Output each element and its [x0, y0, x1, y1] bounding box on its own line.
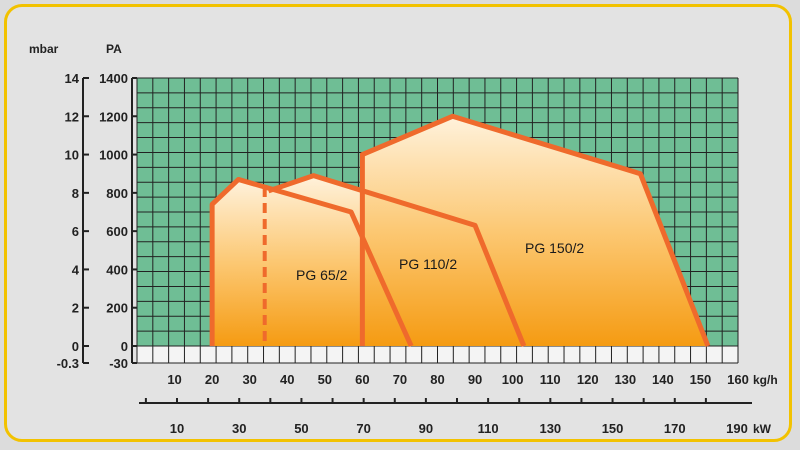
- y-tick-label-mbar: 10: [65, 148, 79, 163]
- y-tick-label-mbar: 2: [72, 301, 79, 316]
- x-tick-label-kw: 50: [294, 421, 308, 436]
- x-tick-label-kgh: 10: [167, 372, 181, 387]
- y-tick-label-pa: 600: [106, 224, 128, 239]
- x-tick-label-kgh: 60: [355, 372, 369, 387]
- y-tick-label-pa: 1400: [99, 71, 128, 86]
- x-tick-label-kgh: 140: [652, 372, 674, 387]
- y-tick-label-pa: 200: [106, 301, 128, 316]
- x-tick-label-kw: 150: [602, 421, 624, 436]
- x-tick-label-kgh: 120: [577, 372, 599, 387]
- x-tick-label-kgh: 30: [242, 372, 256, 387]
- x-tick-label-kgh: 20: [205, 372, 219, 387]
- x-tick-label-kgh: 110: [540, 372, 561, 387]
- x-tick-label-kgh: 160: [727, 372, 749, 387]
- y-tick-label-pa: 1000: [99, 148, 128, 163]
- x-tick-label-kw: 30: [232, 421, 246, 436]
- y-axis-mbar-unit: mbar: [29, 42, 59, 56]
- region-outline-0: [209, 176, 414, 348]
- x-tick-label-kw: 70: [356, 421, 370, 436]
- x-tick-label-kw: 110: [478, 421, 499, 436]
- x-axis-kgh-unit: kg/h: [753, 373, 778, 387]
- x-tick-label-kw: 90: [419, 421, 433, 436]
- y-tick-label-mbar: 12: [65, 109, 79, 124]
- region-fill-2: [362, 116, 708, 347]
- y-tick-label-pa: 1200: [99, 109, 128, 124]
- x-tick-label-kgh: 40: [280, 372, 294, 387]
- x-tick-label-kgh: 100: [502, 372, 524, 387]
- y-tick-label-pa: 400: [106, 262, 128, 277]
- chart-frame: PG 65/2 PG 110/2 PG 150/2 mbar PA 14 12 10 8 6 4 2…: [4, 4, 792, 442]
- x-tick-label-kw: 170: [664, 421, 686, 436]
- x-tick-label-kw: 190: [726, 421, 748, 436]
- y-tick-label-pa: -30: [109, 356, 128, 371]
- y-tick-label-mbar: 0: [72, 339, 79, 354]
- x-tick-label-kgh: 90: [468, 372, 482, 387]
- y-tick-label-mbar: 8: [72, 186, 79, 201]
- burner-working-field-chart: PG 65/2 PG 110/2 PG 150/2 mbar PA 14 12 10 8 6 4 2…: [29, 42, 778, 436]
- y-tick-label-pa: 800: [106, 186, 128, 201]
- x-tick-label-kgh: 70: [393, 372, 407, 387]
- x-tick-label-kw: 130: [539, 421, 561, 436]
- region-label: PG 150/2: [525, 240, 584, 256]
- y-tick-label-mbar: 6: [72, 224, 79, 239]
- region-outline-1: [267, 173, 527, 347]
- y-tick-label-mbar: 4: [72, 262, 80, 277]
- x-tick-label-kgh: 150: [690, 372, 712, 387]
- y-tick-label-mbar: 14: [65, 71, 80, 86]
- x-tick-label-kgh: 130: [614, 372, 636, 387]
- y-tick-label-pa: 0: [121, 339, 128, 354]
- region-outline-2: [359, 113, 711, 347]
- x-tick-label-kgh: 50: [318, 372, 332, 387]
- region-label: PG 65/2: [296, 267, 348, 283]
- y-tick-label-mbar: -0.3: [57, 356, 79, 371]
- x-tick-label-kw: 10: [170, 421, 184, 436]
- x-tick-label-kgh: 80: [430, 372, 444, 387]
- x-axis-kw-unit: kW: [753, 422, 772, 436]
- region-label: PG 110/2: [399, 256, 457, 272]
- y-axis-pa-unit: PA: [106, 42, 122, 56]
